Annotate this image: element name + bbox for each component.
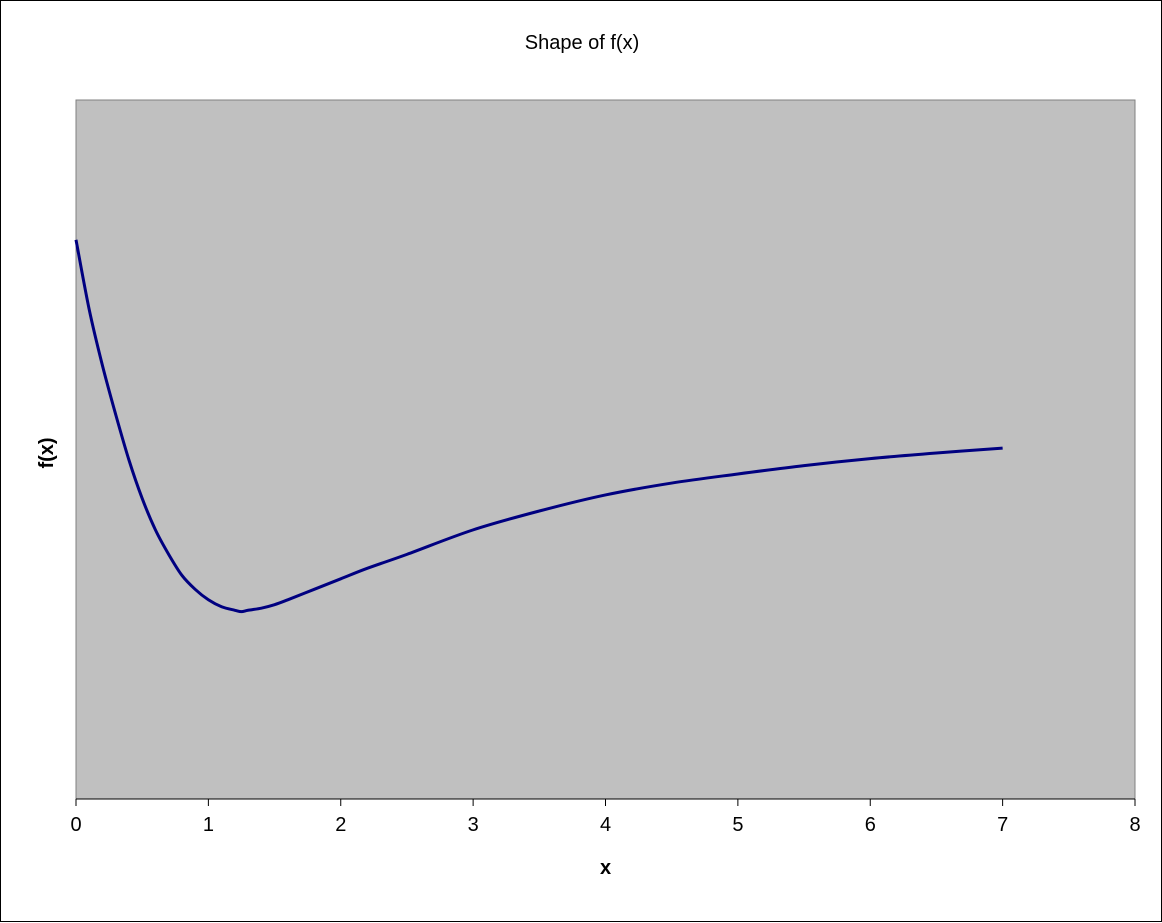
x-tick-label: 2 [335,814,346,836]
x-tick-label: 0 [70,814,81,836]
plot-area [75,99,1136,800]
x-tick-label: 5 [732,814,743,836]
y-axis-title: f(x) [36,437,58,468]
chart-title: Shape of f(x) [525,32,640,54]
marks-layer [74,239,1003,614]
x-tick-label: 6 [865,814,876,836]
series-line-0 [74,239,1003,614]
x-axis-ticks: 0 1 2 3 4 5 6 7 8 [70,799,1141,836]
x-tick-label: 8 [1129,814,1140,836]
x-axis-title: x [600,857,611,879]
x-tick-label: 1 [203,814,214,836]
x-tick-label: 3 [468,814,479,836]
x-tick-label: 7 [997,814,1008,836]
x-tick-label: 4 [600,814,611,836]
